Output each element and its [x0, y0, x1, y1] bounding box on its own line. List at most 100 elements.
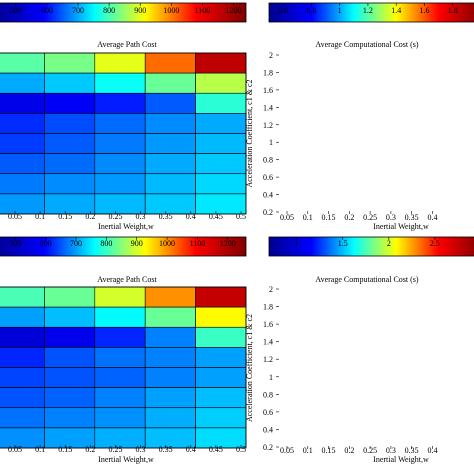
y-tick-label: 1.2	[263, 121, 273, 130]
y-tick-label: 0.8	[263, 390, 273, 399]
colorbar-tick-label: 1100	[190, 239, 206, 248]
heatmap-cell	[44, 306, 96, 328]
heatmap-cell	[0, 387, 45, 409]
heatmap-cell	[0, 193, 45, 215]
heatmap-cell	[44, 153, 96, 175]
heatmap-cell	[144, 347, 196, 368]
y-tick-label: 1.2	[263, 355, 273, 364]
heatmap-cell	[144, 286, 196, 308]
heatmap-cell	[94, 52, 146, 74]
x-tick-label: 0.15	[322, 446, 336, 455]
heatmap-cell	[44, 92, 96, 114]
y-tick-label: 1.4	[263, 338, 273, 347]
heatmap-cell	[44, 407, 96, 429]
heatmap-cell	[94, 153, 146, 175]
colorbar-tick-label: 0.6	[278, 6, 288, 15]
x-tick-label: 0.35	[159, 212, 173, 221]
colorbar-tick-label: 1.4	[391, 6, 401, 15]
x-axis-label: Inertial Weight,w	[373, 222, 429, 231]
colorbar-tick-label: 1.5	[338, 239, 348, 248]
heatmap-panel-1: 500 600 700 800 900 1000 1100 1200 Average Path …	[0, 2, 247, 231]
heatmap-cell	[195, 133, 247, 154]
heatmap-cell	[195, 173, 247, 195]
heatmap-cell	[44, 367, 96, 388]
heatmap-cell	[195, 113, 247, 134]
heatmap-cell	[0, 347, 45, 368]
heatmap-cell	[0, 173, 45, 195]
x-tick-label: 0.4	[427, 446, 437, 455]
x-tick-label: 0.4	[186, 445, 196, 454]
x-tick-label: 0.1	[303, 213, 313, 222]
heatmap-cell	[144, 326, 196, 348]
x-tick-label: 0.45	[209, 445, 223, 454]
heatmap-cell	[44, 387, 96, 409]
plot-frame	[0, 52, 247, 215]
x-tick-label: 0.2	[344, 446, 354, 455]
colorbar-tick-label: 1000	[159, 239, 175, 248]
heatmap-cell	[94, 193, 146, 215]
heatmap-cell	[195, 153, 247, 175]
colorbar-tick-label: 1	[338, 6, 342, 15]
y-tick-label: 1.6	[263, 86, 273, 95]
heatmap-cell	[0, 153, 45, 175]
heatmap-cell	[94, 306, 146, 328]
heatmap-cell	[195, 347, 247, 368]
y-tick-label: 2	[269, 51, 273, 60]
y-tick-label: 1	[269, 138, 273, 147]
heatmap-cell	[144, 173, 196, 195]
y-tick-label: 0.4	[263, 191, 273, 200]
y-tick-label: 1.8	[263, 68, 273, 77]
heatmap-cell	[195, 367, 247, 388]
y-tick-label: 0.6	[263, 173, 273, 182]
x-tick-label: 0.5	[236, 445, 246, 454]
x-axis-label: Inertial Weight,w	[373, 455, 429, 464]
heatmap-cell	[0, 367, 45, 388]
heatmap-cell	[195, 407, 247, 429]
heatmap-cell	[144, 72, 196, 94]
y-tick-label: 2	[269, 285, 273, 294]
x-tick-label: 0.15	[58, 212, 72, 221]
x-tick-label: 0.05	[8, 445, 22, 454]
colorbar-tick-label: 1100	[195, 6, 211, 15]
colorbar-tick-label: 1.6	[419, 6, 429, 15]
colorbar-tick-label: 1200	[226, 6, 242, 15]
y-axis-label: Acceleration Coefficient, c1 & c2	[245, 79, 254, 187]
x-tick-label: 0.3	[136, 445, 146, 454]
colorbar-tick-label: 600	[41, 6, 53, 15]
heatmap-cell	[0, 92, 45, 114]
y-tick-label: 0.2	[263, 208, 273, 217]
heatmap-cell	[195, 326, 247, 348]
colorbar-tick-label: 500	[9, 239, 21, 248]
heatmap-cell	[44, 113, 96, 134]
x-tick-label: 0.35	[405, 213, 419, 222]
heatmap-cell	[195, 72, 247, 94]
heatmap-cell	[0, 113, 45, 134]
x-tick-label: 0.1	[303, 446, 313, 455]
x-tick-label: 0.4	[186, 212, 196, 221]
heatmap-panel-2: 0.6 0.8 1 1.2 1.4 1.6 1.8 Average Computational…	[245, 2, 474, 231]
heatmap-cell	[94, 347, 146, 368]
x-tick-label: 0.2	[344, 213, 354, 222]
colorbar	[0, 236, 247, 257]
x-tick-label: 0.5	[236, 212, 246, 221]
heatmap-cell	[44, 173, 96, 195]
heatmap-cell	[195, 387, 247, 409]
x-tick-label: 0.35	[405, 446, 419, 455]
x-tick-label: 0.3	[386, 213, 396, 222]
colorbar-tick-label: 600	[40, 239, 52, 248]
heatmap-cell	[144, 306, 196, 328]
x-tick-label: 0.1	[35, 445, 45, 454]
heatmap-cell	[195, 52, 247, 74]
colorbar-tick-label: 1.8	[448, 6, 458, 15]
x-tick-label: 0.4	[427, 213, 437, 222]
heatmap-cell	[44, 286, 96, 308]
heatmap-panel-3: 500 600 700 800 900 1000 1100 1200 Average Path …	[0, 236, 247, 464]
plot-title: Average Computational Cost (s)	[315, 40, 419, 49]
plot-title: Average Path Cost	[97, 40, 157, 49]
x-tick-label: 0.05	[280, 213, 294, 222]
heatmap-cell	[0, 72, 45, 94]
colorbar-tick-label: 0.8	[306, 6, 316, 15]
heatmap-cell	[195, 306, 247, 328]
y-tick-label: 0.2	[263, 443, 273, 452]
colorbar-tick-label: 900	[131, 239, 143, 248]
